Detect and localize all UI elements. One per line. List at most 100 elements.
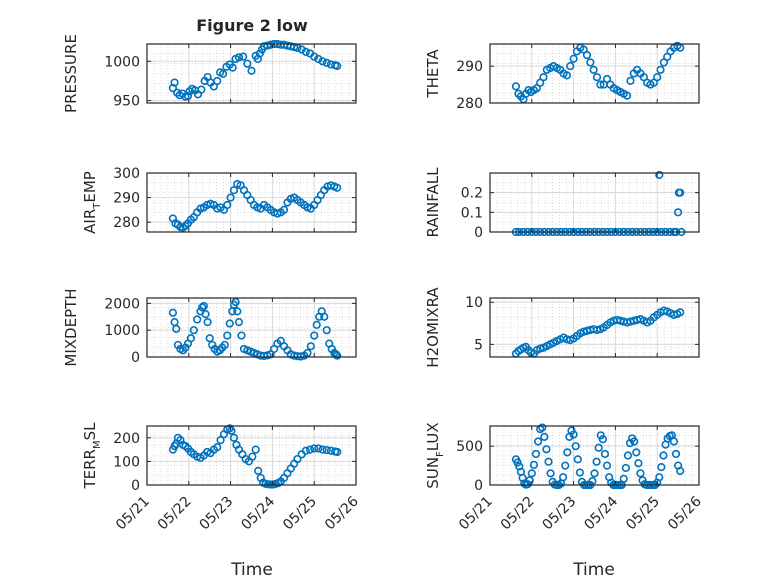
x-tick-label: 05/23 xyxy=(197,494,237,534)
data-point xyxy=(301,446,310,455)
data-point xyxy=(331,350,341,359)
data-point xyxy=(600,449,610,459)
y-tick-label: 5 xyxy=(474,337,483,353)
data-point xyxy=(531,449,541,459)
data-point xyxy=(630,437,639,446)
y-axis-label: RAINFALL xyxy=(424,167,442,238)
axes-box xyxy=(146,43,357,104)
data-points xyxy=(168,424,342,489)
data-point xyxy=(562,71,572,80)
axes-box xyxy=(489,425,700,486)
data-point xyxy=(170,78,179,87)
y-axis-label-part: SL xyxy=(81,422,99,441)
y-tick-label: 1000 xyxy=(104,54,140,70)
data-point xyxy=(527,469,536,478)
y-tick-label: 500 xyxy=(456,439,483,455)
data-point xyxy=(301,47,310,56)
data-point xyxy=(293,454,302,464)
y-axis-label-part: SUN xyxy=(424,457,442,489)
data-point xyxy=(322,445,331,455)
data-point xyxy=(544,457,553,466)
data-point xyxy=(596,80,605,89)
x-tick-label: 05/26 xyxy=(322,493,362,533)
data-point xyxy=(626,76,635,85)
data-point xyxy=(297,45,306,54)
data-point xyxy=(533,437,543,446)
data-point xyxy=(655,170,664,180)
y-tick-label: 0 xyxy=(474,478,483,494)
data-point xyxy=(511,82,521,91)
x-tick-label: 05/21 xyxy=(113,494,153,534)
subplot-air-temp: 280 290 300 AIRTEMP xyxy=(81,166,357,234)
y-tick-label: 300 xyxy=(113,166,140,182)
data-point xyxy=(226,193,235,202)
data-point xyxy=(625,438,635,448)
data-point xyxy=(314,54,323,64)
data-point xyxy=(513,458,522,467)
data-point xyxy=(671,449,681,459)
data-point xyxy=(322,326,331,335)
data-point xyxy=(229,186,239,195)
data-point xyxy=(563,448,572,457)
data-point xyxy=(227,426,236,435)
y-axis-label-part: EMP xyxy=(81,171,99,202)
y-axis-label: SUNFLUX xyxy=(424,422,446,488)
y-tick-label: 0 xyxy=(474,225,483,241)
data-point xyxy=(619,474,628,483)
y-tick-label: 290 xyxy=(456,59,483,75)
data-point xyxy=(590,469,599,478)
data-point xyxy=(659,451,668,460)
data-point xyxy=(569,430,578,439)
data-point xyxy=(538,423,547,432)
data-point xyxy=(234,318,244,327)
data-point xyxy=(247,66,256,75)
data-point xyxy=(293,43,302,53)
data-point xyxy=(542,445,551,454)
y-axis-label-part: MIXDEPTH xyxy=(62,288,80,366)
data-point xyxy=(676,308,685,317)
data-point xyxy=(198,303,207,312)
data-point xyxy=(251,445,260,454)
subplot-mixdepth: 0 1000 2000 MIXDEPTH xyxy=(62,288,357,367)
data-point xyxy=(225,319,234,328)
data-point xyxy=(582,50,592,60)
subplot-h2omixra: 5 10 H2OMIXRA xyxy=(424,287,700,368)
data-point xyxy=(199,301,208,311)
data-point xyxy=(183,91,193,101)
data-point xyxy=(310,331,319,340)
subplot-theta: 280 290 THETA xyxy=(424,41,700,112)
y-axis-label-part: THETA xyxy=(424,49,442,99)
y-axis-label-subscript: T xyxy=(92,202,103,210)
data-point xyxy=(656,65,665,74)
subplot-rainfall: 0 0.1 0.2 RAINFALL xyxy=(424,167,700,241)
y-tick-label: 950 xyxy=(113,94,140,110)
axes-box xyxy=(489,297,700,358)
data-point xyxy=(243,59,252,68)
data-points xyxy=(168,39,342,101)
axes-box xyxy=(489,172,700,233)
data-point xyxy=(602,461,612,470)
y-axis-label: PRESSURE xyxy=(62,34,80,113)
y-axis-label-part: H2OMIXRA xyxy=(424,287,442,368)
data-point xyxy=(310,444,319,453)
data-point xyxy=(676,188,685,197)
y-axis-label-part: PRESSURE xyxy=(62,34,80,113)
data-point xyxy=(218,69,228,78)
y-tick-label: 200 xyxy=(113,431,140,447)
y-tick-label: 0 xyxy=(131,478,140,494)
data-point xyxy=(623,451,633,460)
axes-box xyxy=(146,425,357,486)
data-point xyxy=(333,447,342,457)
data-point xyxy=(623,91,632,100)
data-point xyxy=(569,54,578,63)
x-axis-label-left: Time xyxy=(230,560,273,580)
data-point xyxy=(216,436,225,445)
x-tick-label: 05/24 xyxy=(581,493,621,533)
subplot-pressure: 950 1000 PRESSURE xyxy=(62,34,357,113)
data-points xyxy=(168,297,342,361)
data-point xyxy=(589,65,598,74)
data-point xyxy=(205,334,214,343)
data-point xyxy=(586,58,595,67)
data-point xyxy=(333,183,342,192)
